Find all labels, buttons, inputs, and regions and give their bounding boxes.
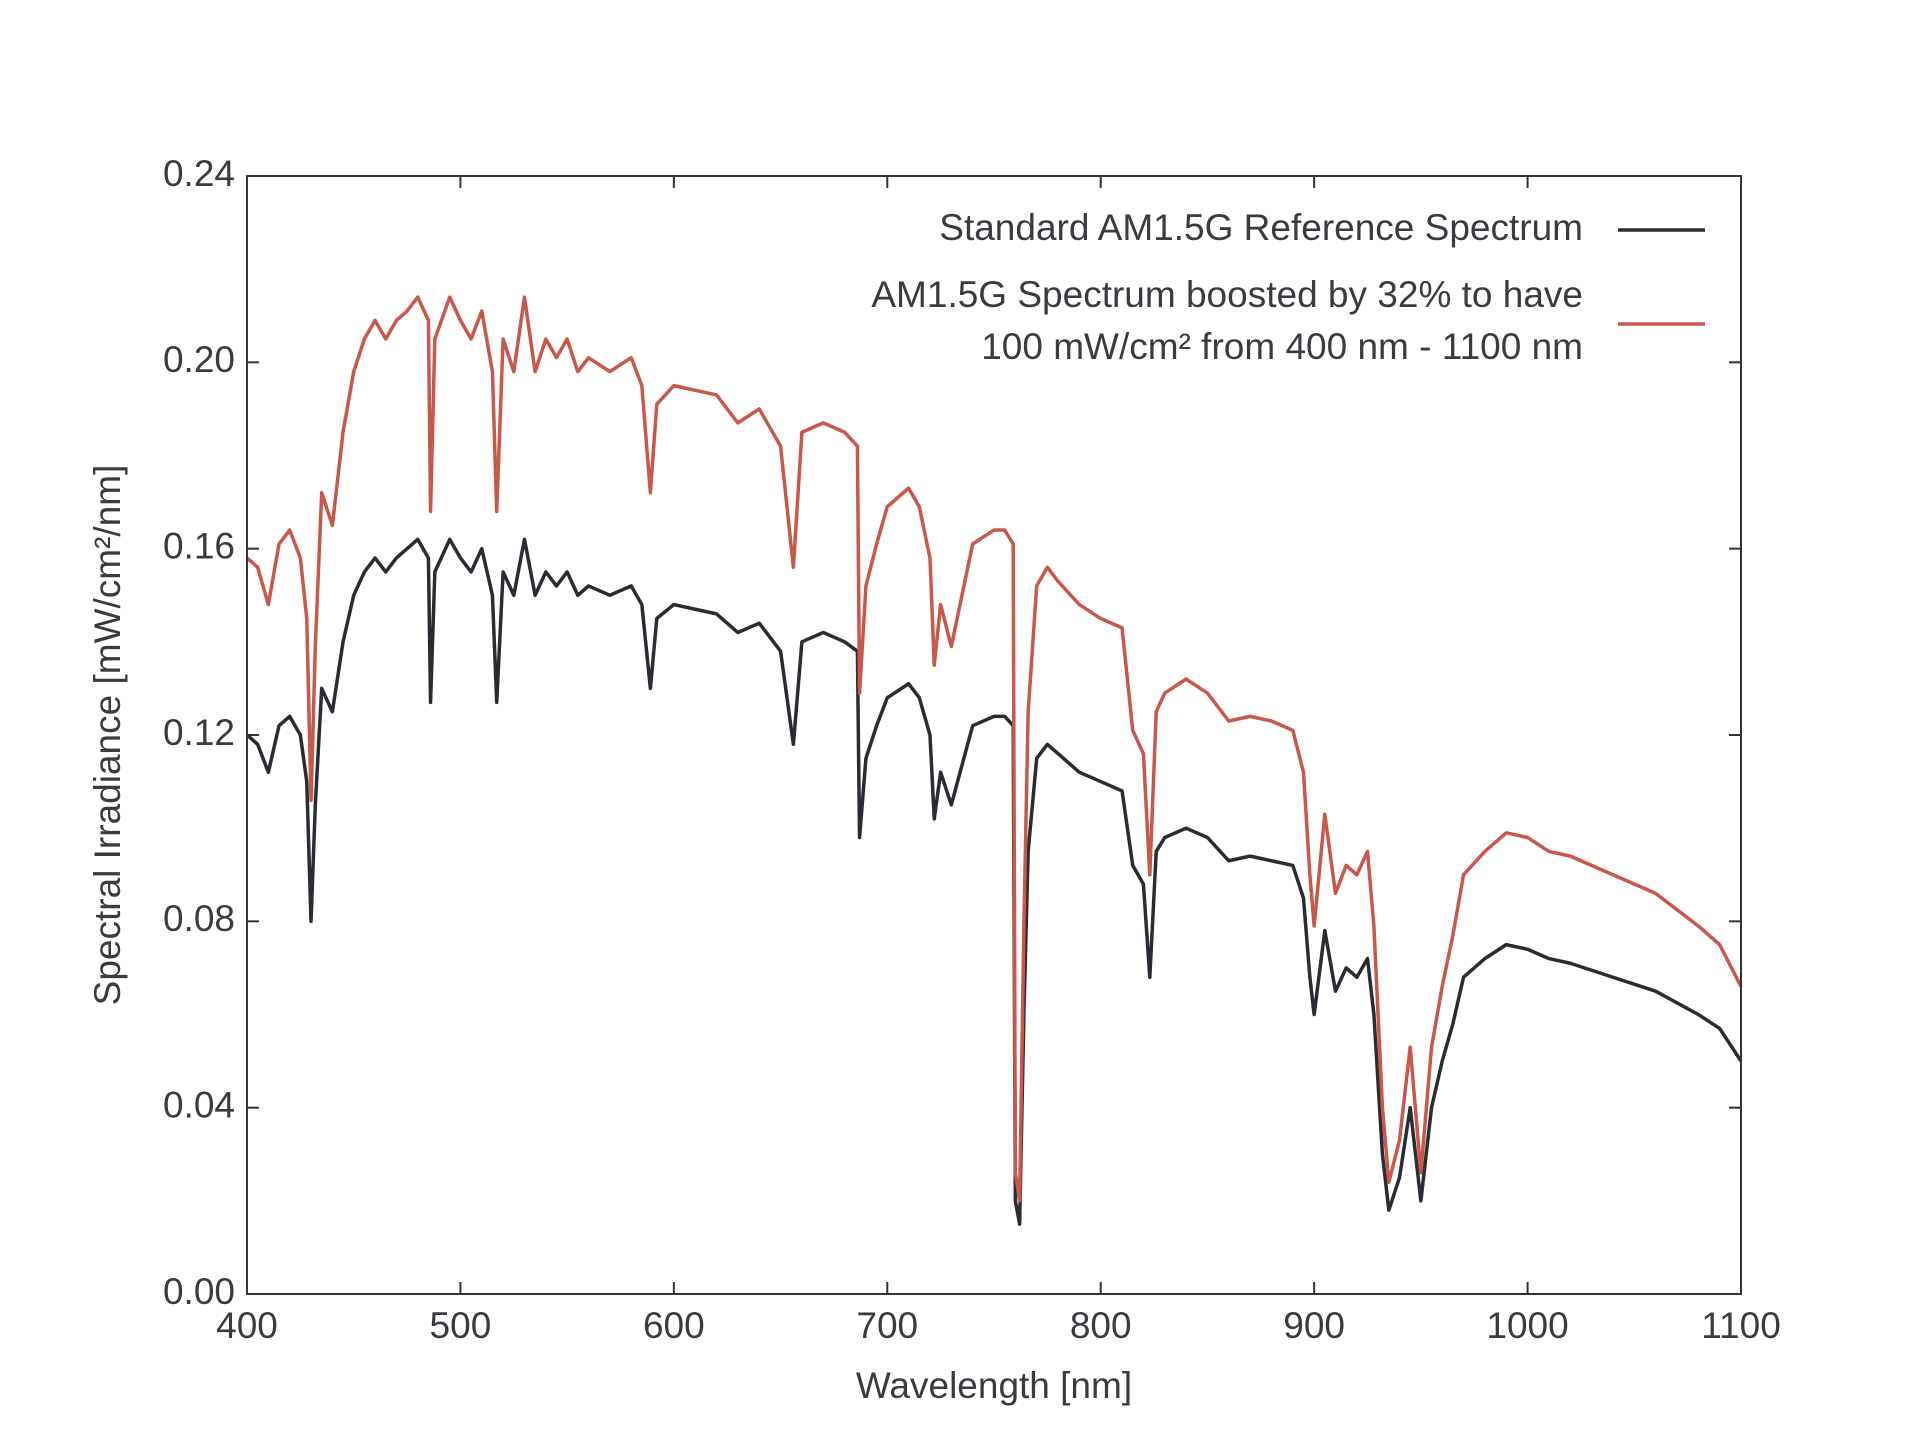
series-line: [245, 537, 1743, 1226]
x-tick-label: 400: [216, 1305, 278, 1346]
x-axis-label: Wavelength [nm]: [856, 1365, 1132, 1406]
series-line: [245, 295, 1743, 1203]
x-tick-label: 700: [856, 1305, 918, 1346]
y-tick-label: 0.12: [163, 712, 235, 753]
legend-label: Standard AM1.5G Reference Spectrum: [939, 207, 1583, 248]
y-tick-label: 0.04: [163, 1084, 235, 1125]
y-axis-label: Spectral Irradiance [mW/cm²/nm]: [87, 465, 128, 1006]
x-tick-label: 1100: [1701, 1305, 1781, 1346]
y-tick-label: 0.16: [163, 525, 235, 566]
y-tick-label: 0.24: [163, 153, 235, 194]
x-tick-label: 600: [643, 1305, 705, 1346]
x-tick-label: 900: [1283, 1305, 1345, 1346]
plot-frame: [246, 175, 1742, 1295]
y-tick-label: 0.00: [163, 1271, 235, 1312]
y-tick-label: 0.20: [163, 339, 235, 380]
x-tick-label: 800: [1070, 1305, 1132, 1346]
x-tick-label: 500: [430, 1305, 492, 1346]
x-tick-label: 1000: [1486, 1305, 1568, 1346]
y-tick-label: 0.08: [163, 898, 235, 939]
legend-label: AM1.5G Spectrum boosted by 32% to have 10…: [871, 274, 1583, 367]
